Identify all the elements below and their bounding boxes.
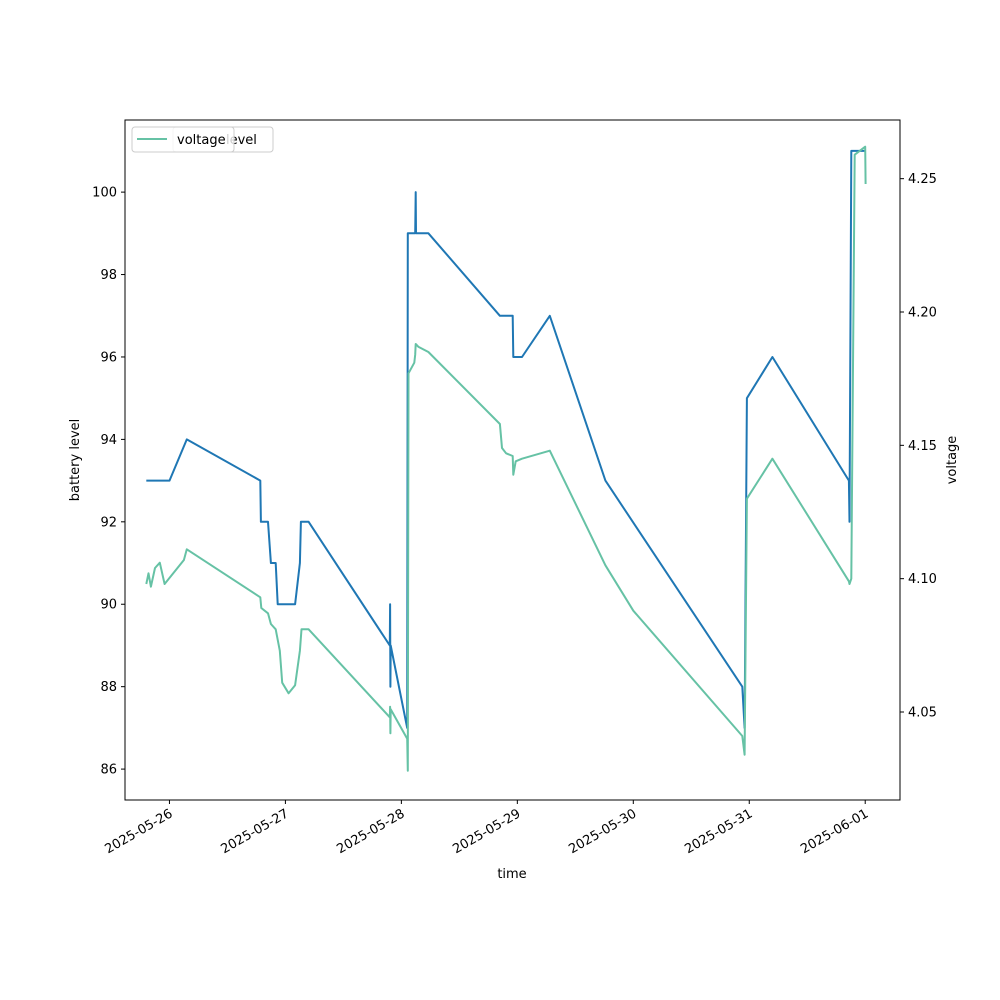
left-tick-label: 88 <box>100 680 117 695</box>
right-tick-label: 4.10 <box>908 572 937 587</box>
right-axis-ticks: 4.05 4.10 4.15 4.20 4.25 <box>900 172 937 721</box>
left-tick-label: 92 <box>100 515 117 530</box>
left-tick-label: 96 <box>100 350 117 365</box>
left-axis-ticks: 86 88 90 92 94 96 98 100 <box>92 186 125 778</box>
right-tick-label: 4.20 <box>908 306 937 321</box>
left-tick-label: 94 <box>100 433 117 448</box>
right-tick-label: 4.05 <box>908 706 937 721</box>
right-axis-label: voltage <box>945 436 960 485</box>
series-layer <box>145 145 867 772</box>
left-axis-label: battery level <box>68 419 83 502</box>
left-tick-label: 100 <box>92 186 117 201</box>
legend-box-front <box>131 126 235 153</box>
legend: voltage level voltage <box>131 126 274 153</box>
legend-label-voltage: voltage <box>177 133 226 148</box>
right-tick-label: 4.15 <box>908 439 937 454</box>
left-tick-label: 90 <box>100 598 117 613</box>
x-axis-label: time <box>497 867 526 882</box>
left-tick-label: 86 <box>100 763 117 778</box>
axes-frame <box>124 119 901 801</box>
voltage-line <box>145 145 867 772</box>
right-tick-label: 4.25 <box>908 172 937 187</box>
left-tick-label: 98 <box>100 268 117 283</box>
